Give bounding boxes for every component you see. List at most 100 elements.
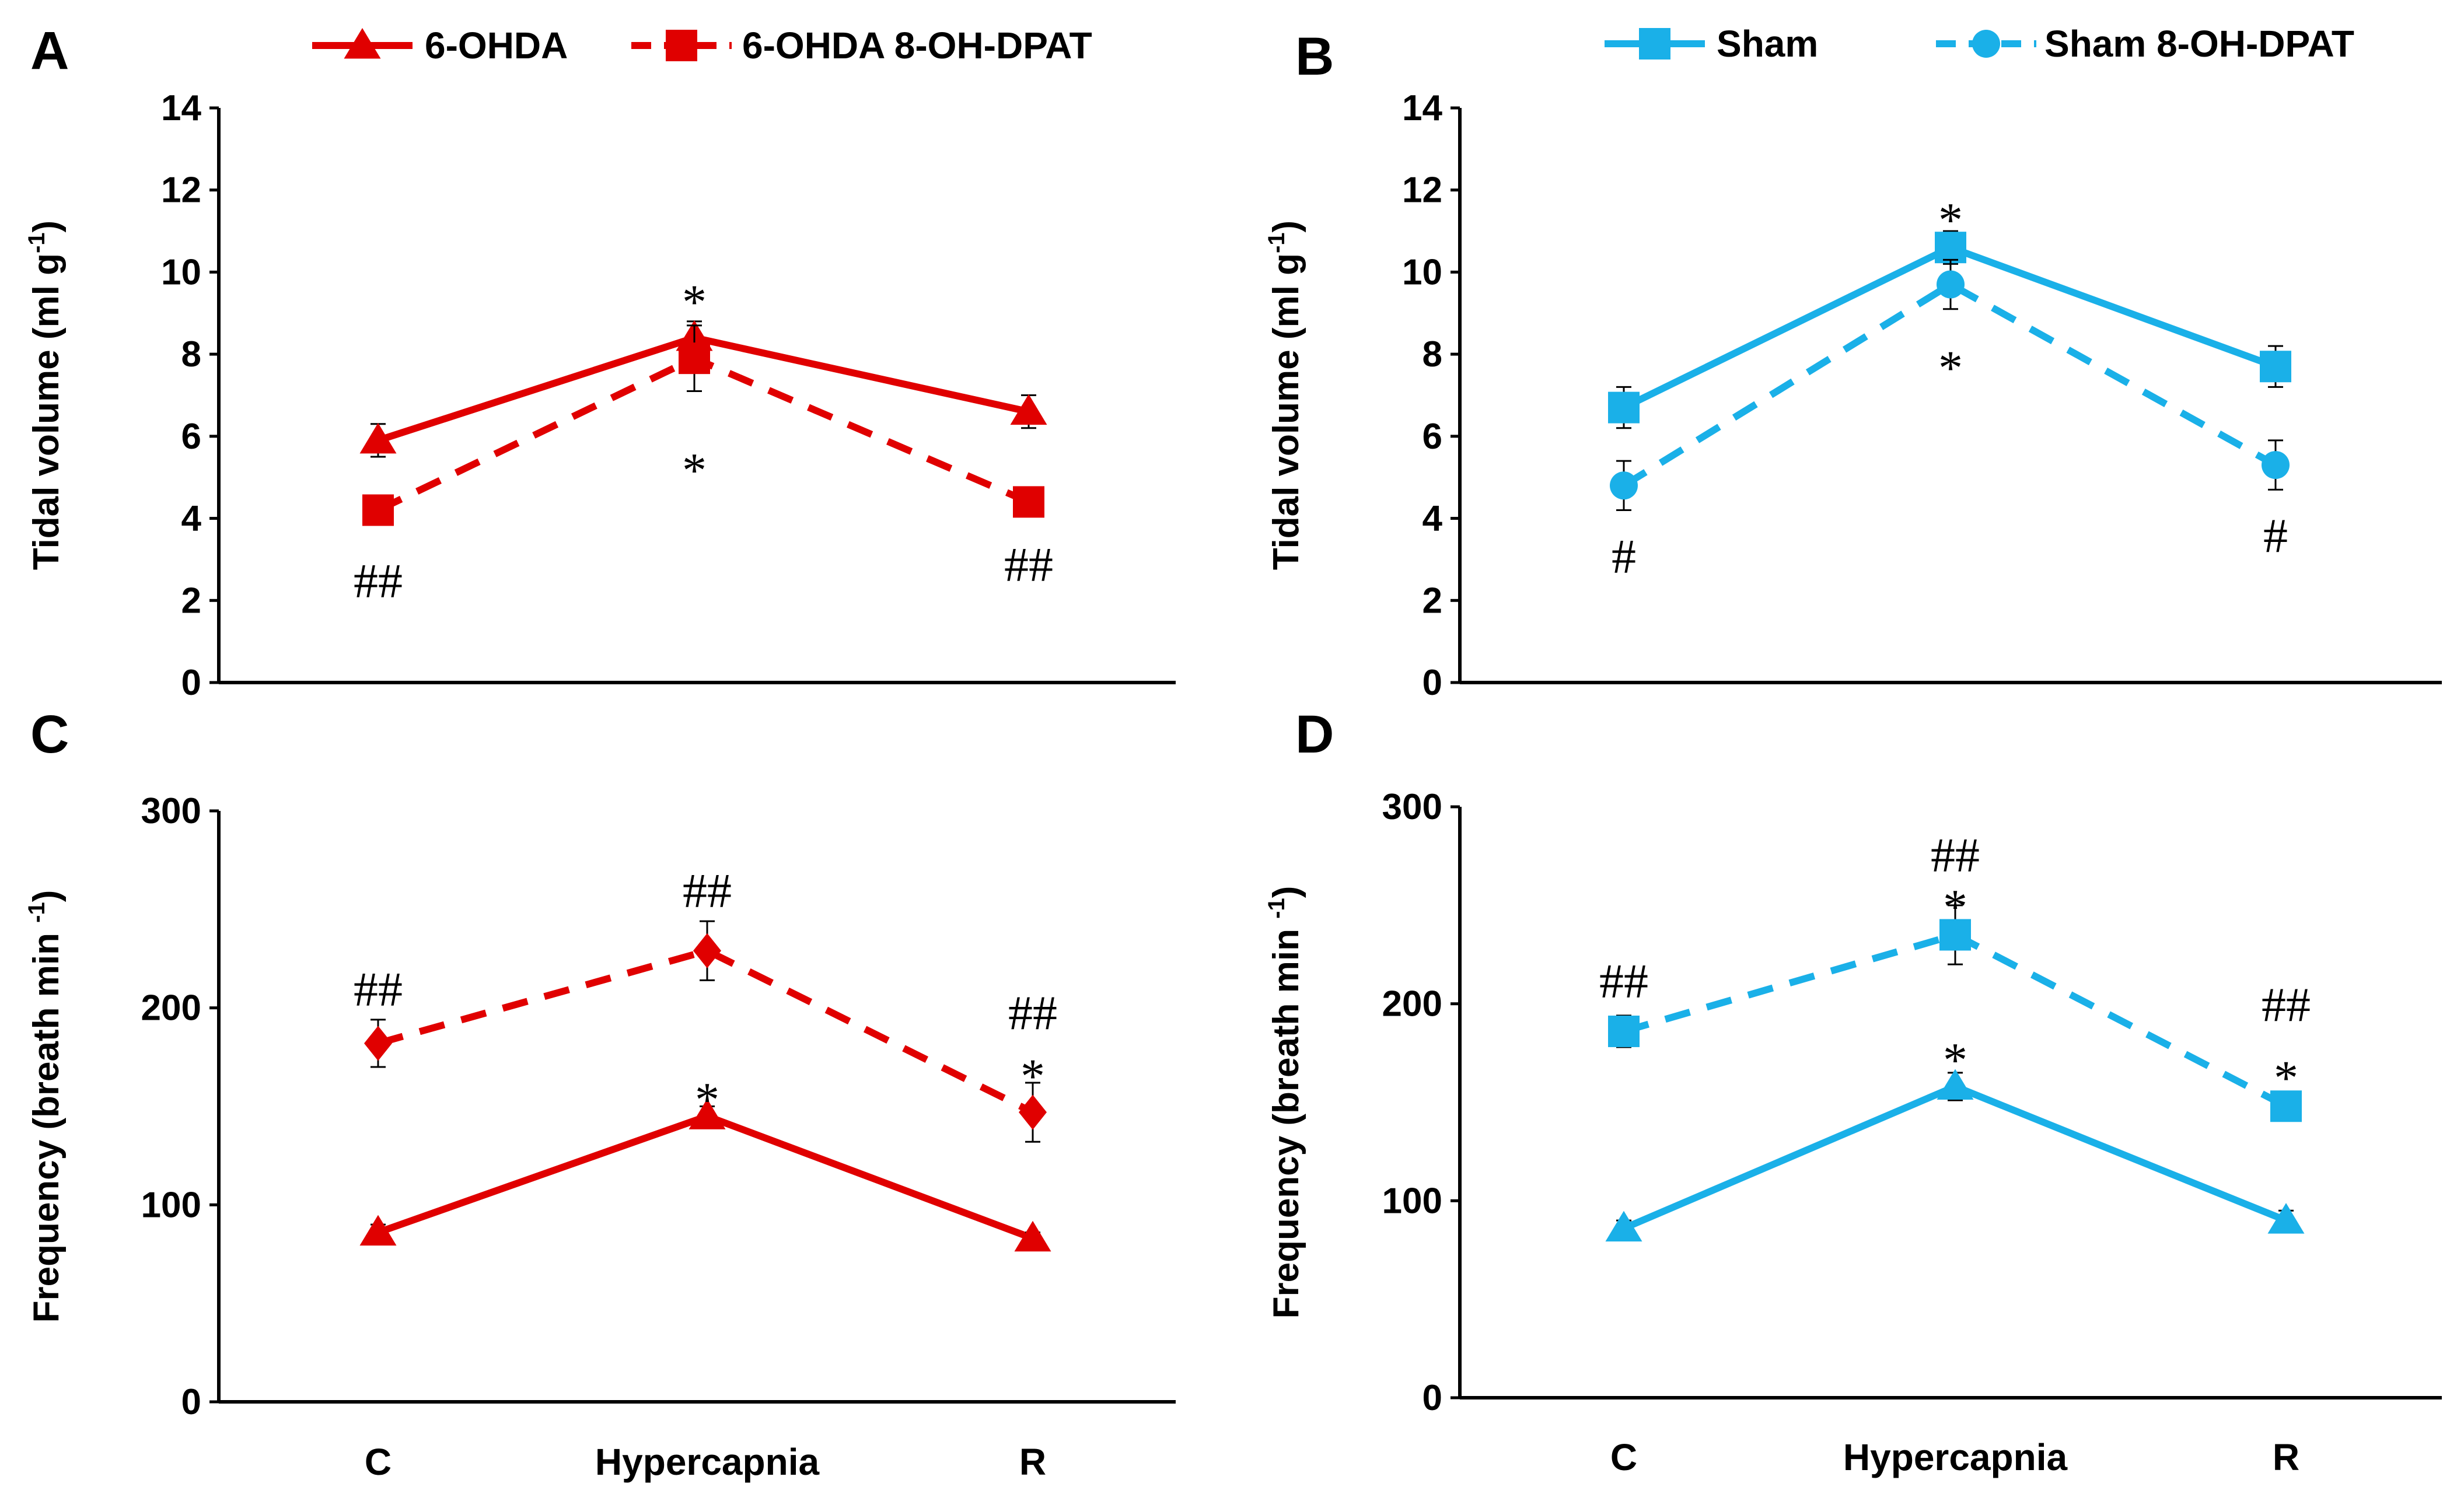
significance-mark: * <box>682 275 707 330</box>
y-tick-label: 0 <box>1423 663 1442 703</box>
data-point <box>1019 1094 1047 1130</box>
y-tick-label: 10 <box>1402 252 1442 292</box>
significance-mark: * <box>695 1073 719 1127</box>
x-category-label: C <box>365 1441 392 1483</box>
legend-label: 6-OHDA <box>425 25 568 67</box>
data-point <box>1937 270 1965 299</box>
series-treated <box>364 920 1047 1143</box>
y-tick-label: 2 <box>1423 580 1442 621</box>
y-tick-label: 4 <box>1423 499 1443 539</box>
series-line <box>377 1112 1034 1242</box>
significance-mark: # <box>1612 530 1636 584</box>
y-tick-label: 300 <box>1382 787 1442 827</box>
legend: Sham Sham 8-OH-DPAT <box>1605 23 2354 65</box>
series-treated <box>1608 904 2302 1122</box>
significance-mark: ## <box>2262 978 2311 1033</box>
y-axis-label: Tidal volume (ml g-1) <box>24 221 67 570</box>
legend-marker <box>1639 28 1670 60</box>
legend-marker <box>666 30 697 61</box>
series-control <box>359 1098 1051 1252</box>
y-tick-label: 200 <box>1382 984 1442 1024</box>
data-point <box>2262 451 2290 480</box>
data-point <box>1935 232 1966 264</box>
series-line <box>377 947 1034 1116</box>
significance-mark: ## <box>1599 954 1648 1009</box>
x-category-label: R <box>2273 1436 2299 1478</box>
series-line <box>1622 1082 2288 1232</box>
data-point <box>688 1098 726 1129</box>
significance-mark: ## <box>1008 986 1057 1040</box>
data-point <box>364 1026 392 1061</box>
significance-mark: * <box>1938 341 1963 395</box>
data-point <box>1610 471 1638 500</box>
legend: 6-OHDA 6-OHDA 8-OH-DPAT <box>312 25 1092 67</box>
x-category-label: Hypercapnia <box>1843 1436 2068 1478</box>
significance-mark: * <box>682 443 707 498</box>
significance-mark: ## <box>1931 828 1980 883</box>
y-tick-label: 300 <box>141 791 201 831</box>
panel-c: C 0 100 200 300 Frequency (breath min -1) C Hyp… <box>24 705 1176 1483</box>
significance-mark: * <box>1943 1033 1967 1087</box>
data-point <box>1939 919 1971 951</box>
y-tick-label: 100 <box>141 1185 201 1225</box>
data-point <box>1014 1220 1051 1252</box>
data-point <box>359 1215 397 1246</box>
y-tick-label: 0 <box>181 663 201 703</box>
series-control <box>359 320 1047 458</box>
series-control <box>1608 230 2291 429</box>
panel-letter: A <box>30 21 69 81</box>
panel-b: B 0 2 4 6 8 10 12 14 Tidal volume (ml g-1) # * * # Sha… <box>1264 23 2442 703</box>
significance-mark: # <box>2263 509 2288 564</box>
significance-mark: ## <box>683 864 732 918</box>
y-axis-label: Tidal volume (ml g-1) <box>1264 221 1306 570</box>
data-point <box>679 342 710 375</box>
significance-mark: * <box>1020 1049 1045 1103</box>
panel-d: D 0 100 200 300 Frequency (breath min -1) C Hyp… <box>1264 705 2442 1478</box>
significance-mark: ## <box>354 963 403 1017</box>
series-treated <box>362 324 1044 526</box>
legend-label: Sham <box>1717 23 1818 65</box>
y-tick-label: 14 <box>161 88 201 128</box>
legend-marker <box>1972 30 2000 58</box>
y-axis-label: Frequency (breath min -1) <box>1264 886 1306 1319</box>
data-point <box>693 933 721 968</box>
y-tick-label: 6 <box>181 417 201 457</box>
legend-label: Sham 8-OH-DPAT <box>2044 23 2354 65</box>
x-category-label: C <box>1610 1436 1637 1478</box>
panel-letter: C <box>30 705 69 764</box>
y-tick-label: 0 <box>181 1382 201 1422</box>
data-point <box>1013 486 1044 518</box>
x-category-label: R <box>1019 1441 1046 1483</box>
data-point <box>2267 1203 2305 1234</box>
y-tick-label: 14 <box>1402 88 1442 128</box>
panel-letter: B <box>1295 27 1334 86</box>
y-tick-label: 200 <box>141 988 201 1028</box>
significance-mark: ## <box>354 554 403 608</box>
data-point <box>359 422 397 454</box>
data-point <box>362 494 394 526</box>
y-tick-label: 12 <box>161 170 201 211</box>
data-point <box>2260 351 2291 383</box>
y-tick-label: 8 <box>1423 334 1442 375</box>
significance-mark: * <box>1938 193 1963 247</box>
significance-mark: ## <box>1004 538 1053 592</box>
data-point <box>1608 1015 1640 1047</box>
y-tick-label: 2 <box>181 580 201 621</box>
legend-marker <box>344 28 381 59</box>
y-axis-label: Frequency (breath min -1) <box>24 890 67 1323</box>
y-tick-label: 12 <box>1402 170 1442 211</box>
x-category-label: Hypercapnia <box>595 1441 820 1483</box>
y-tick-label: 10 <box>161 252 201 292</box>
series-control <box>1605 1069 2305 1242</box>
data-point <box>1937 1069 1974 1100</box>
y-tick-label: 6 <box>1423 417 1442 457</box>
significance-mark: * <box>1943 880 1967 934</box>
y-tick-label: 8 <box>181 334 201 375</box>
series-treated <box>1610 258 2290 511</box>
panel-a: A 0 2 4 6 8 10 12 14 Tidal volume (ml g-1) ## * * ## 6… <box>24 21 1176 703</box>
data-point <box>1010 394 1047 425</box>
legend-label: 6-OHDA 8-OH-DPAT <box>742 25 1092 67</box>
significance-mark: * <box>2274 1051 2298 1105</box>
data-point <box>2270 1090 2302 1122</box>
